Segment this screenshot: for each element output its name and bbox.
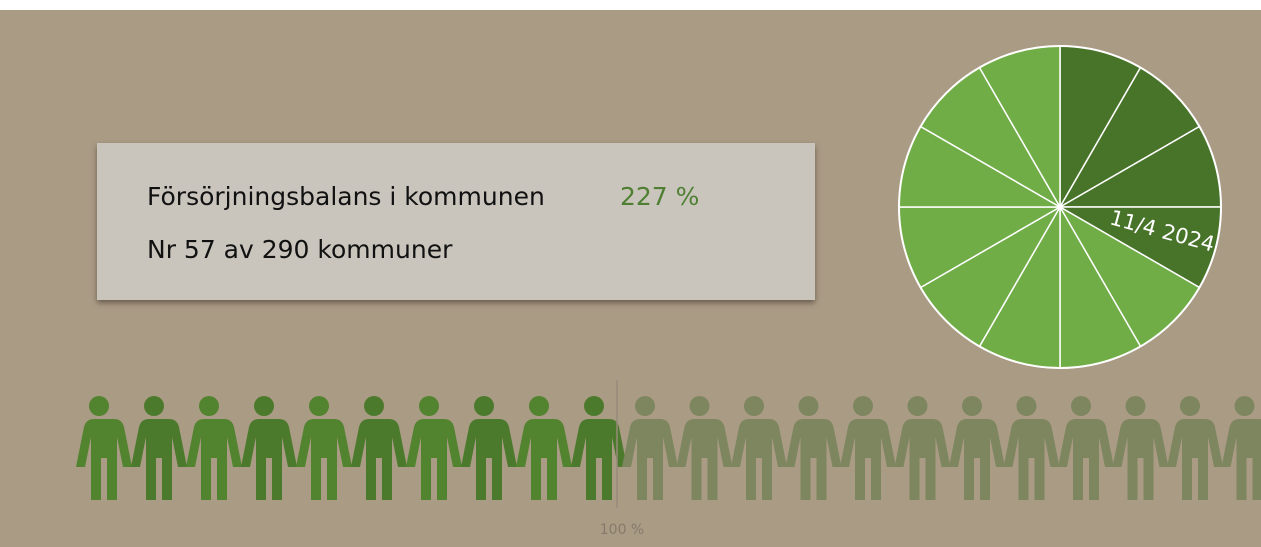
person-head <box>907 396 928 416</box>
person-body <box>516 419 572 500</box>
person-body <box>622 419 678 500</box>
person-body <box>461 419 517 500</box>
person-icon <box>516 396 572 500</box>
person-body <box>186 419 242 500</box>
person-body <box>1167 419 1223 500</box>
person-icon <box>241 396 297 500</box>
person-icon <box>622 396 678 500</box>
person-head <box>798 396 819 416</box>
panel-label: Försörjningsbalans i kommunen <box>147 182 545 211</box>
person-head <box>689 396 710 416</box>
person-body <box>1221 419 1261 500</box>
person-icon <box>1221 396 1261 500</box>
person-icon <box>731 396 787 500</box>
person-head <box>199 396 219 416</box>
person-head <box>1016 396 1037 416</box>
person-body <box>731 419 787 500</box>
person-body <box>840 419 896 500</box>
person-icon <box>785 396 842 500</box>
person-icon <box>406 396 462 500</box>
person-head <box>584 396 604 416</box>
person-head <box>309 396 329 416</box>
person-body <box>571 419 627 500</box>
person-head <box>89 396 109 416</box>
info-panel <box>97 143 815 300</box>
person-head <box>1234 396 1255 416</box>
person-head <box>853 396 873 416</box>
year-clock <box>898 45 1222 369</box>
panel-rank: Nr 57 av 290 kommuner <box>147 235 453 264</box>
person-body <box>351 419 407 500</box>
person-icon <box>1058 396 1114 500</box>
person-head <box>419 396 439 416</box>
person-icon <box>296 396 352 500</box>
person-head <box>744 396 764 416</box>
person-body <box>894 419 951 500</box>
person-body <box>406 419 462 500</box>
person-head <box>1125 396 1146 416</box>
person-icon <box>949 396 1005 500</box>
person-icon <box>131 396 187 500</box>
person-icon <box>351 396 407 500</box>
person-head <box>1071 396 1091 416</box>
scale-label: 100 % <box>600 522 644 538</box>
person-icon <box>571 396 627 500</box>
person-body <box>676 419 733 500</box>
person-icon <box>186 396 242 500</box>
person-body <box>1003 419 1060 500</box>
person-body <box>296 419 352 500</box>
panel-value: 227 % <box>620 182 699 211</box>
person-head <box>1180 396 1200 416</box>
person-icon <box>1112 396 1169 500</box>
person-body <box>131 419 187 500</box>
person-head <box>144 396 164 416</box>
person-head <box>635 396 655 416</box>
person-icon <box>461 396 517 500</box>
clock-rim <box>898 45 1222 369</box>
person-icon <box>894 396 951 500</box>
person-icon <box>1003 396 1060 500</box>
person-head <box>529 396 549 416</box>
person-icon <box>840 396 896 500</box>
person-head <box>254 396 274 416</box>
people-row <box>76 396 1261 500</box>
person-icon <box>1167 396 1223 500</box>
person-head <box>364 396 384 416</box>
person-head <box>474 396 494 416</box>
person-body <box>76 419 132 500</box>
person-body <box>785 419 842 500</box>
person-body <box>949 419 1005 500</box>
person-icon <box>676 396 733 500</box>
person-body <box>1112 419 1169 500</box>
person-head <box>962 396 982 416</box>
person-body <box>241 419 297 500</box>
person-icon <box>76 396 132 500</box>
person-body <box>1058 419 1114 500</box>
